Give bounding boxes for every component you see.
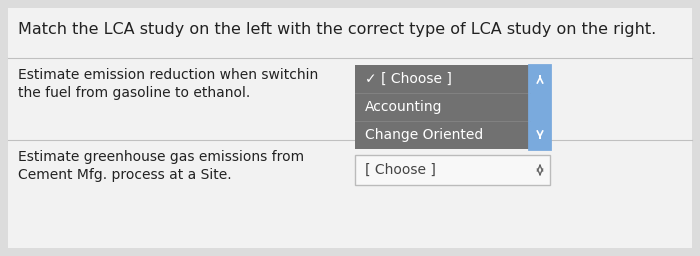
Text: Cement Mfg. process at a Site.: Cement Mfg. process at a Site.	[18, 168, 232, 182]
Bar	[355, 155, 550, 185]
Bar	[529, 65, 550, 149]
Text: the fuel from gasoline to ethanol.: the fuel from gasoline to ethanol.	[18, 86, 251, 100]
Text: Change Oriented: Change Oriented	[365, 128, 483, 142]
Text: Accounting: Accounting	[365, 100, 442, 114]
Text: [ Choose ]: [ Choose ]	[365, 163, 436, 177]
Text: Estimate greenhouse gas emissions from: Estimate greenhouse gas emissions from	[18, 150, 304, 164]
Bar	[355, 65, 550, 149]
Text: Estimate emission reduction when switchin: Estimate emission reduction when switchi…	[18, 68, 318, 82]
Text: ✓ [ Choose ]: ✓ [ Choose ]	[365, 72, 452, 86]
Bar	[530, 65, 550, 149]
Text: Match the LCA study on the left with the correct type of LCA study on the right.: Match the LCA study on the left with the…	[18, 22, 657, 37]
